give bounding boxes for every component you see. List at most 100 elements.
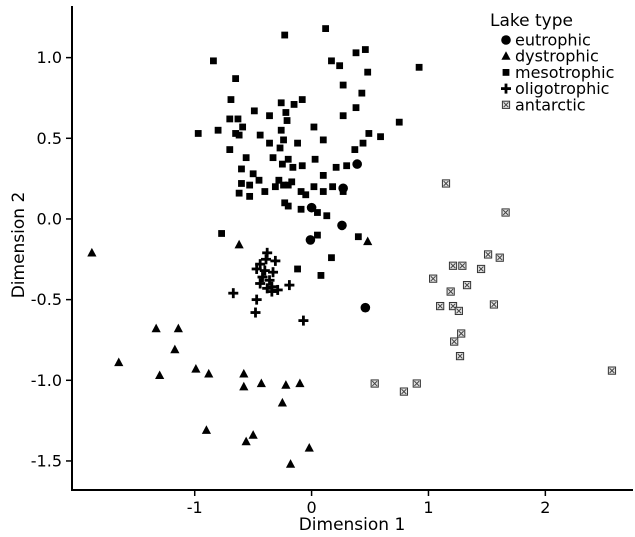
mesotrophic-point (339, 188, 347, 195)
mesotrophic-point (235, 189, 243, 197)
antarctic-point (436, 301, 445, 311)
mesotrophic-point (352, 104, 360, 112)
mesotrophic-point (256, 131, 264, 139)
y-tick-label: 1.0 (37, 48, 62, 67)
mesotrophic-point (280, 181, 287, 189)
x-tick-label: 2 (540, 498, 550, 517)
mesotrophic-point (314, 209, 321, 216)
mesotrophic-point (194, 130, 202, 137)
x-tick-label: 0 (307, 498, 317, 517)
dystrophic-point (204, 368, 214, 378)
dystrophic-point (363, 236, 373, 246)
mesotrophic-point (281, 31, 289, 39)
oligotrophic-point (298, 315, 309, 326)
dystrophic-point (277, 397, 287, 407)
mesotrophic-point (297, 205, 305, 213)
antarctic-point (370, 379, 379, 388)
y-tick-label: 0.5 (37, 129, 62, 148)
mesotrophic-point (232, 75, 240, 82)
mesotrophic-point (354, 233, 362, 241)
dystrophic-point (239, 381, 249, 391)
oligotrophic-point (272, 284, 283, 295)
oligotrophic-point (228, 288, 239, 299)
mesotrophic-point (266, 139, 273, 147)
dystrophic-point (239, 368, 249, 378)
antarctic-point (448, 261, 458, 270)
legend-label-eutrophic: eutrophic (515, 31, 591, 50)
dystrophic-point (248, 430, 258, 439)
legend-label-antarctic: antarctic (515, 95, 586, 114)
antarctic-point (455, 351, 465, 361)
mesotrophic-point (226, 146, 234, 153)
x-axis-title: Dimension 1 (299, 515, 406, 535)
series-antarctic (370, 179, 617, 396)
legend: Lake typeeutrophicdystrophicmesotrophico… (490, 11, 614, 114)
mesotrophic-point (275, 176, 283, 184)
dystrophic-point (191, 364, 201, 373)
antarctic-point (489, 300, 499, 309)
eutrophic-point (306, 202, 317, 213)
mesotrophic-point (283, 117, 291, 124)
oligotrophic-point (255, 259, 266, 270)
legend-label-dystrophic: dystrophic (515, 47, 599, 66)
mesotrophic-point (284, 202, 292, 210)
y-tick-label: -1.0 (31, 371, 62, 390)
mesotrophic-point (269, 154, 277, 162)
oligotrophic-point (259, 265, 270, 276)
legend-label-oligotrophic: oligotrophic (515, 79, 609, 98)
series-dystrophic (87, 236, 373, 468)
mesotrophic-point (276, 144, 284, 152)
oligotrophic-point (262, 283, 273, 294)
mesotrophic-point (294, 139, 301, 147)
oligotrophic-point (257, 272, 268, 283)
mesotrophic-point (395, 118, 403, 126)
oligotrophic-point (251, 263, 262, 274)
y-tick-label: -1.5 (31, 451, 62, 470)
dystrophic-point (304, 443, 314, 452)
antarctic-point (476, 264, 486, 274)
dystrophic-point (151, 323, 161, 333)
mesotrophic-point (358, 89, 366, 97)
legend-title: Lake type (490, 11, 573, 31)
legend-marker-dystrophic (501, 51, 511, 60)
antarctic-point (454, 306, 463, 316)
mesotrophic-point (284, 155, 292, 163)
mesotrophic-point (250, 107, 258, 115)
oligotrophic-point (261, 254, 272, 265)
dystrophic-point (114, 357, 124, 367)
antarctic-point (458, 261, 467, 270)
mesotrophic-point (328, 57, 335, 65)
oligotrophic-point (270, 255, 281, 266)
mesotrophic-point (294, 265, 301, 273)
plot-points (87, 25, 617, 468)
mesotrophic-point (328, 254, 335, 262)
oligotrophic-point (266, 286, 277, 297)
mesotrophic-point (284, 181, 292, 189)
mesotrophic-point (249, 170, 257, 178)
mesotrophic-point (277, 99, 285, 107)
antarctic-point (429, 274, 438, 283)
mesotrophic-point (319, 136, 327, 144)
antarctic-point (462, 281, 472, 290)
oligotrophic-point (264, 275, 275, 286)
antarctic-point (412, 379, 421, 388)
dystrophic-point (285, 459, 296, 468)
antarctic-point (446, 287, 455, 296)
mesotrophic-point (210, 57, 217, 65)
antarctic-point (399, 387, 409, 396)
dystrophic-point (173, 323, 183, 333)
legend-label-mesotrophic: mesotrophic (515, 63, 614, 82)
mesotrophic-point (329, 183, 337, 191)
antarctic-point (607, 366, 617, 375)
mesotrophic-point (278, 160, 286, 168)
mesotrophic-point (317, 272, 325, 279)
antarctic-point (448, 301, 458, 311)
y-tick-label: -0.5 (31, 290, 62, 309)
mesotrophic-point (336, 62, 344, 70)
mesotrophic-point (310, 183, 318, 191)
mesotrophic-point (232, 130, 240, 137)
mesotrophic-point (298, 162, 306, 170)
mesotrophic-point (319, 172, 327, 179)
mesotrophic-point (226, 115, 234, 123)
antarctic-point (495, 253, 504, 262)
